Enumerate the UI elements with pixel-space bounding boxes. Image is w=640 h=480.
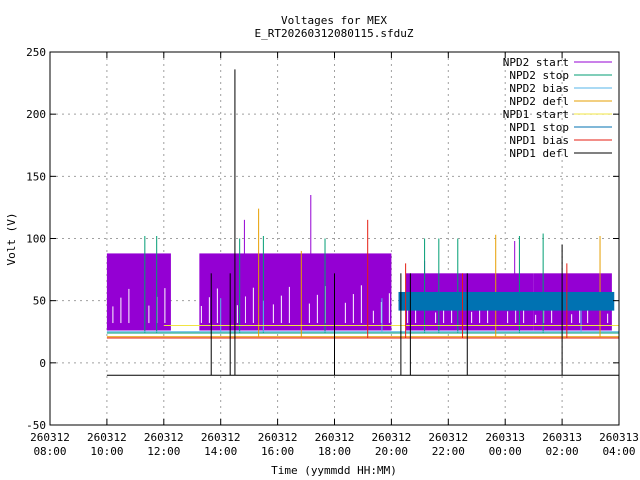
y-axis-label: Volt (V) (5, 213, 18, 266)
x-axis-ticks: 26031208:0026031210:0026031212:002603121… (30, 52, 639, 458)
x-tick-date: 260312 (144, 431, 184, 444)
y-tick-label: 250 (26, 46, 46, 59)
x-tick-time: 20:00 (375, 445, 408, 458)
x-tick-time: 14:00 (204, 445, 237, 458)
series-npd2-start (106, 194, 612, 331)
x-tick-time: 08:00 (33, 445, 66, 458)
x-axis-label: Time (yymmdd HH:MM) (271, 464, 397, 477)
x-tick-time: 02:00 (546, 445, 579, 458)
legend-label: NPD1 stop (509, 121, 569, 134)
legend-label: NPD2 stop (509, 69, 569, 82)
x-tick-date: 260312 (428, 431, 468, 444)
x-tick-time: 22:00 (432, 445, 465, 458)
x-tick-date: 260313 (485, 431, 525, 444)
x-tick-time: 18:00 (318, 445, 351, 458)
series-npd1-bias (106, 219, 619, 339)
y-tick-label: -50 (26, 419, 46, 432)
y-tick-label: 150 (26, 170, 46, 183)
x-tick-time: 16:00 (261, 445, 294, 458)
series-npd1-stop (398, 291, 615, 311)
series-band (398, 291, 615, 311)
legend-label: NPD2 start (503, 56, 569, 69)
y-tick-label: 100 (26, 233, 46, 246)
chart-title: Voltages for MEX (281, 14, 387, 27)
legend-label: NPD2 defl (509, 95, 569, 108)
legend-label: NPD1 bias (509, 134, 569, 147)
series-band (199, 253, 392, 331)
x-tick-time: 12:00 (147, 445, 180, 458)
series-band (106, 253, 171, 331)
x-tick-date: 260312 (87, 431, 127, 444)
x-tick-time: 10:00 (90, 445, 123, 458)
plot-series (106, 69, 619, 376)
x-tick-date: 260313 (599, 431, 639, 444)
x-tick-date: 260312 (258, 431, 298, 444)
x-tick-time: 04:00 (602, 445, 635, 458)
series-npd2-stop (106, 233, 619, 334)
y-tick-label: 200 (26, 108, 46, 121)
y-tick-label: 0 (39, 357, 46, 370)
x-tick-time: 00:00 (489, 445, 522, 458)
x-tick-date: 260312 (30, 431, 70, 444)
legend-label: NPD1 defl (509, 147, 569, 160)
y-tick-label: 50 (33, 295, 46, 308)
x-tick-date: 260313 (542, 431, 582, 444)
y-axis-ticks: -50 0 50 100 150 200 250 (26, 46, 619, 432)
chart-subtitle: E_RT20260312080115.sfduZ (255, 27, 414, 40)
legend-label: NPD1 start (503, 108, 569, 121)
legend-label: NPD2 bias (509, 82, 569, 95)
x-tick-date: 260312 (315, 431, 355, 444)
series-npd1-defl (106, 69, 619, 376)
x-tick-date: 260312 (372, 431, 412, 444)
x-tick-date: 260312 (201, 431, 241, 444)
series-npd2-defl (106, 208, 619, 338)
